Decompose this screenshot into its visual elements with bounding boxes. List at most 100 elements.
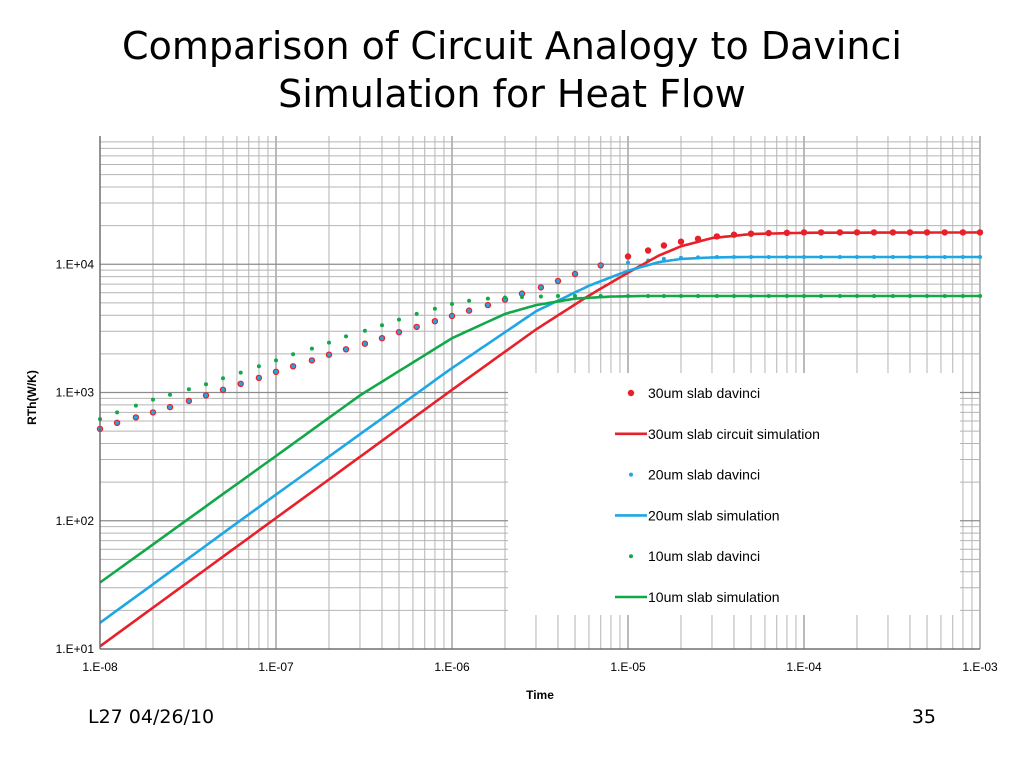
data-point (520, 295, 524, 299)
data-point (115, 410, 120, 415)
series-line-2 (99, 231, 981, 648)
data-point (450, 302, 454, 306)
legend-marker (627, 389, 635, 397)
slide-title-line-2: Simulation for Heat Flow (278, 72, 746, 116)
legend-label: 20um slab simulation (648, 507, 780, 523)
data-point (538, 294, 543, 299)
data-point (626, 260, 630, 265)
data-point (380, 336, 384, 341)
series-line-6 (99, 294, 980, 584)
data-point (573, 294, 577, 298)
data-point (660, 242, 668, 249)
data-point (309, 358, 314, 363)
legend-item: 30um slab davinci (627, 385, 760, 401)
data-point (450, 314, 454, 318)
series-layer (96, 229, 984, 648)
y-tick-label: 1.E+02 (56, 514, 95, 528)
data-point (467, 298, 472, 303)
data-point (327, 352, 331, 357)
legend-item: 20um slab davinci (629, 467, 760, 483)
data-point (538, 285, 543, 290)
data-point (414, 324, 419, 329)
data-point (327, 340, 331, 345)
axes: 1.E-08 1.E-07 1.E-06 1.E-05 1.E-04 1.E-03 1.E+… (56, 136, 998, 674)
data-point (344, 334, 348, 339)
data-point (485, 303, 490, 308)
data-point (133, 403, 138, 408)
data-point (133, 415, 138, 420)
legend-marker (629, 554, 633, 559)
data-point (520, 291, 524, 296)
legend-label: 30um slab davinci (648, 385, 760, 401)
x-tick-label: 1.E-08 (82, 660, 118, 674)
legend-box (508, 373, 960, 615)
legend-item: 10um slab davinci (629, 548, 760, 564)
data-point (414, 311, 419, 316)
data-point (503, 295, 507, 300)
page-number: 35 (911, 706, 936, 728)
data-point (362, 328, 367, 333)
data-point (362, 341, 367, 346)
y-tick-label: 1.E+04 (56, 257, 95, 271)
data-point (256, 364, 261, 369)
data-point (291, 364, 296, 369)
series-line-4 (99, 255, 980, 624)
data-point (344, 347, 348, 352)
data-point (115, 420, 120, 425)
data-point (432, 319, 437, 324)
data-point (573, 272, 577, 276)
data-point (186, 398, 191, 403)
legend-item: 30um slab circuit simulation (615, 426, 820, 442)
data-point (274, 358, 278, 363)
slide-title-line-1: Comparison of Circuit Analogy to Davinci (122, 24, 902, 68)
x-tick-label: 1.E-07 (258, 660, 294, 674)
legend-label: 10um slab simulation (648, 589, 780, 605)
data-point (274, 369, 278, 374)
data-point (238, 381, 243, 386)
data-point (221, 387, 225, 392)
x-tick-label: 1.E-05 (610, 660, 646, 674)
x-tick-label: 1.E-04 (786, 660, 822, 674)
data-point (485, 296, 490, 301)
data-point (238, 370, 243, 375)
data-point (204, 393, 208, 398)
data-point (168, 405, 172, 410)
data-point (644, 247, 652, 254)
legend: 30um slab davinci 30um slab circuit simul… (615, 385, 820, 605)
legend-item: 20um slab simulation (615, 507, 780, 523)
data-point (661, 256, 666, 261)
data-point (677, 238, 685, 245)
data-point (467, 308, 472, 313)
legend-marker (629, 472, 633, 477)
data-point (309, 346, 314, 351)
y-axis-title: RTh(W/K) (25, 370, 39, 425)
data-point (151, 397, 155, 402)
data-point (556, 279, 560, 283)
legend-item: 10um slab simulation (615, 589, 780, 605)
data-point (397, 330, 401, 335)
legend-label: 30um slab circuit simulation (648, 426, 820, 442)
data-point (186, 387, 191, 392)
data-point (256, 375, 261, 380)
y-tick-label: 1.E+03 (56, 386, 95, 400)
slide-title: Comparison of Circuit Analogy to Davinci… (0, 22, 1024, 118)
x-tick-label: 1.E-06 (434, 660, 470, 674)
data-point (397, 317, 401, 322)
data-point (151, 410, 155, 415)
legend-label: 10um slab davinci (648, 548, 760, 564)
data-point (204, 382, 208, 387)
footer-date: L27 04/26/10 (88, 706, 215, 728)
data-point (432, 306, 437, 311)
legend-label: 20um slab davinci (648, 467, 760, 483)
data-point (624, 253, 632, 260)
data-point (556, 294, 560, 298)
x-tick-label: 1.E-03 (962, 660, 998, 674)
data-point (380, 323, 384, 328)
x-axis-title: Time (526, 688, 554, 702)
data-point (221, 376, 225, 381)
data-point (168, 392, 172, 397)
y-tick-label: 1.E+01 (56, 642, 95, 656)
data-point (598, 263, 603, 268)
data-point (291, 352, 296, 357)
